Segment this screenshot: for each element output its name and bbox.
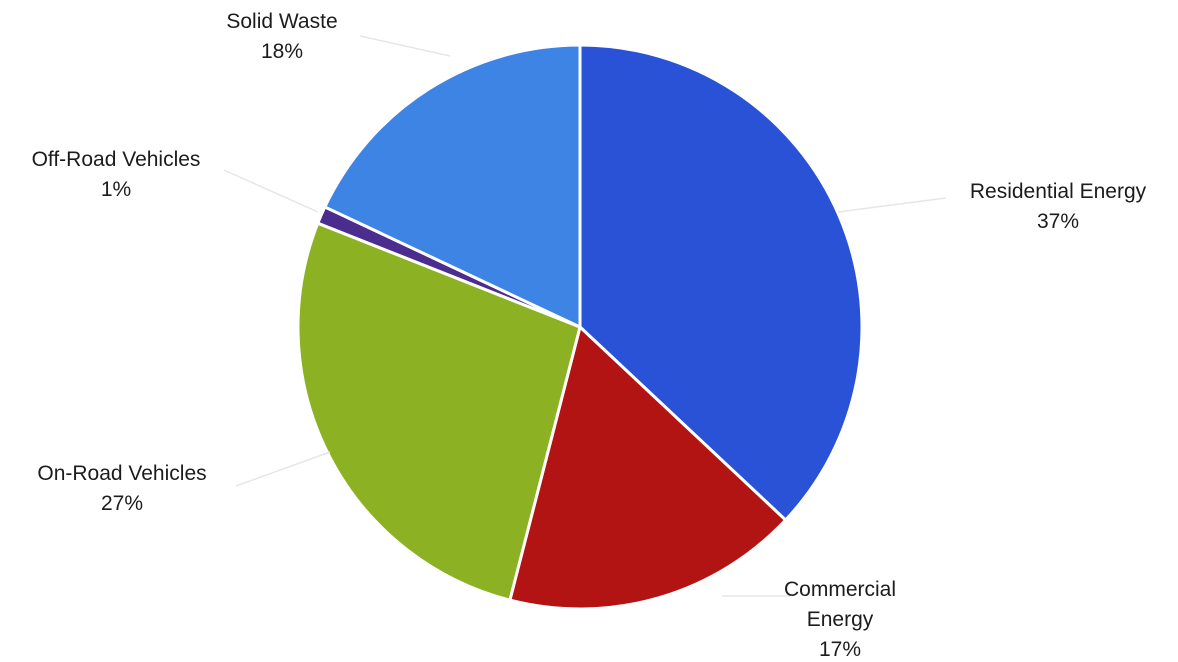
leader-lines: [223, 35, 947, 597]
category-label-commercial-energy: Commercial: [784, 578, 896, 601]
pie-slice-on-road-vehicles: [296, 221, 582, 602]
percent-label-commercial-energy: 17%: [819, 638, 861, 661]
leader-line-residential-energy: [837, 197, 947, 213]
pie-slice-solid-waste: [322, 43, 582, 330]
leader-line-on-road-vehicles: [235, 451, 331, 487]
slice-labels: Residential Energy 37% Commercial Energy 17%…: [32, 10, 1147, 661]
category-label-commercial-energy: Energy: [807, 608, 874, 631]
category-label-off-road-vehicles: Off-Road Vehicles: [32, 148, 201, 171]
category-label-on-road-vehicles: On-Road Vehicles: [37, 462, 206, 485]
percent-label-residential-energy: 37%: [1037, 210, 1079, 233]
percent-label-on-road-vehicles: 27%: [101, 492, 143, 515]
category-label-solid-waste: Solid Waste: [226, 10, 337, 33]
leader-line-solid-waste: [359, 35, 451, 57]
pie-slice-residential-energy: [578, 43, 864, 523]
percent-label-off-road-vehicles: 1%: [101, 178, 131, 201]
category-label-residential-energy: Residential Energy: [970, 180, 1147, 203]
percent-label-solid-waste: 18%: [261, 40, 303, 63]
pie-slice-commercial-energy: [508, 324, 788, 611]
leader-line-off-road-vehicles: [223, 169, 319, 213]
pie-slices: [296, 43, 864, 611]
